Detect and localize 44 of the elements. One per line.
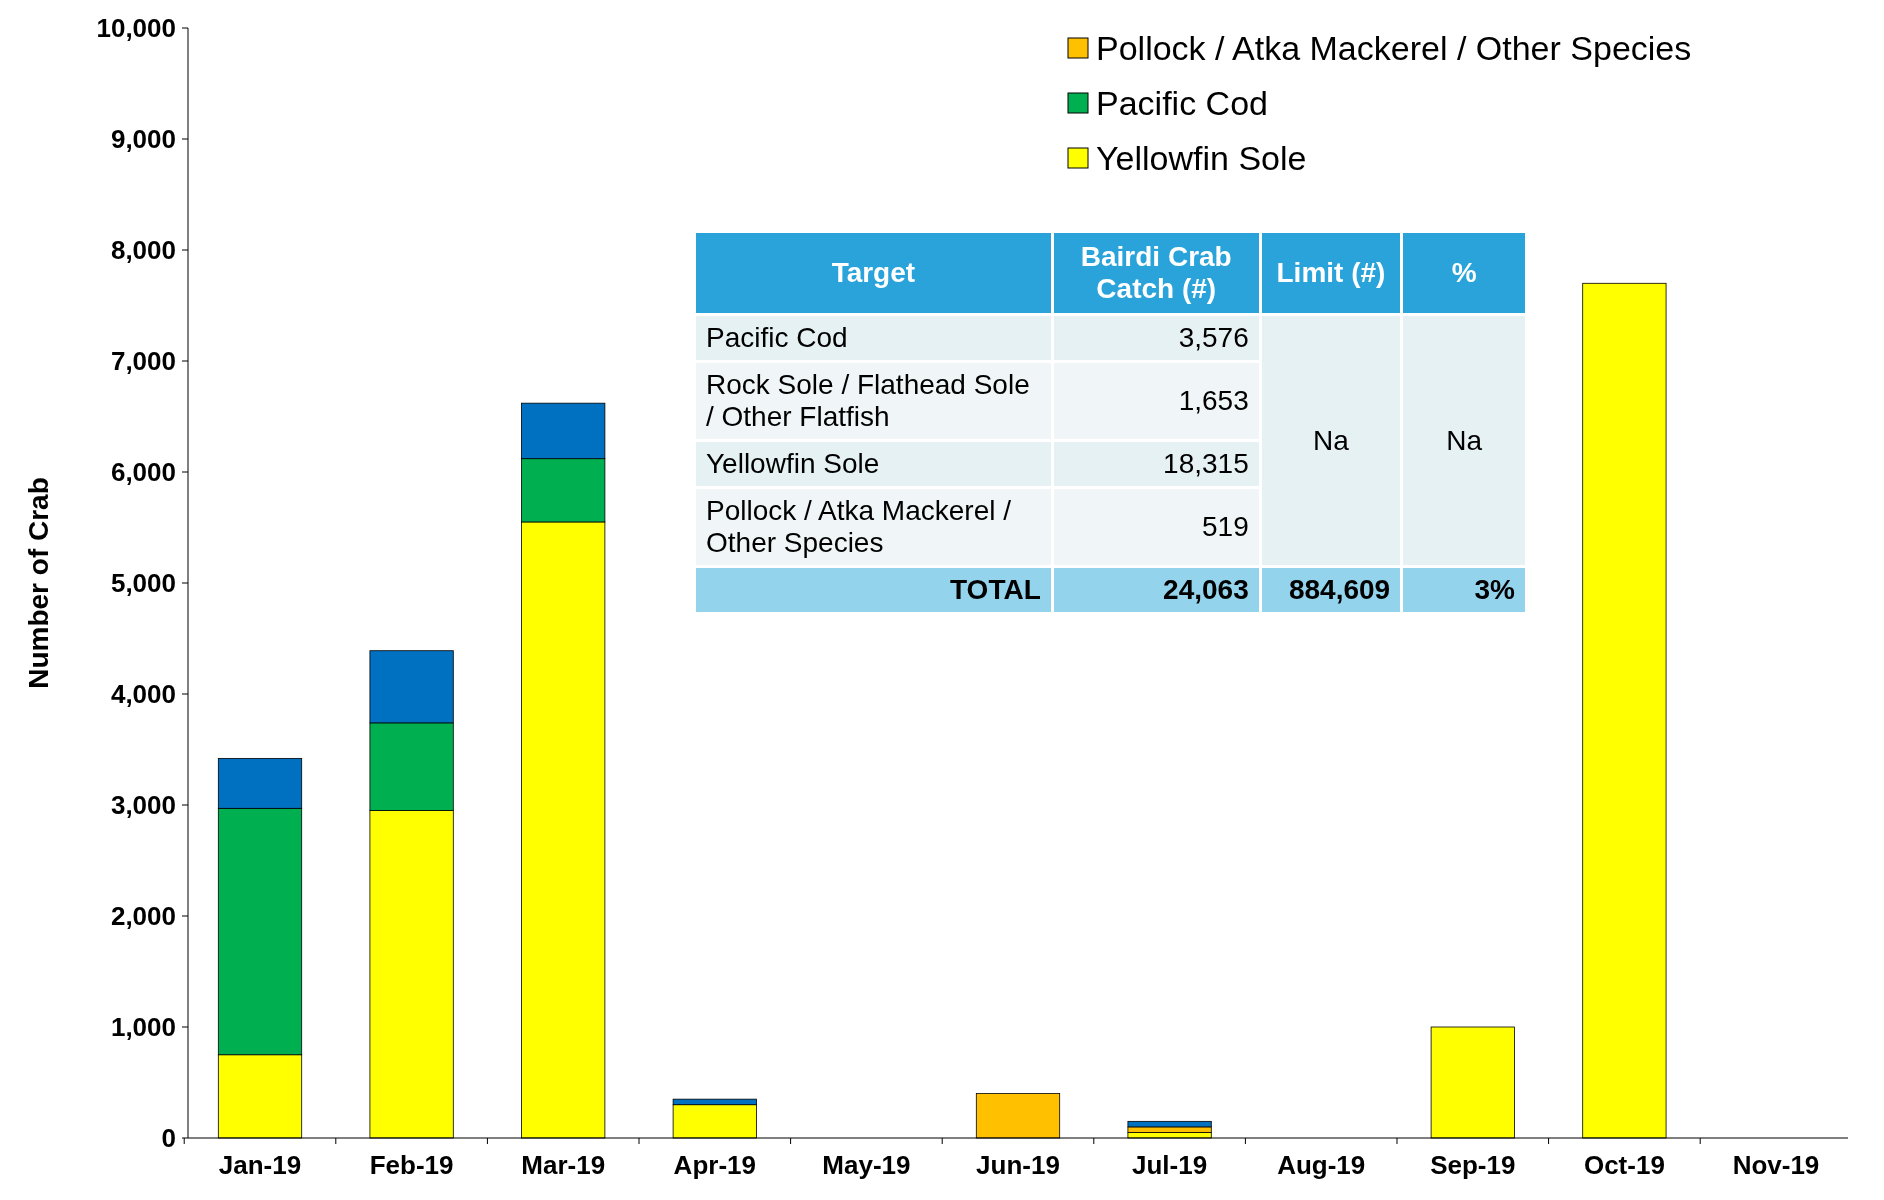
x-tick-label: Jul-19	[1132, 1150, 1208, 1180]
x-tick-label: Sep-19	[1430, 1150, 1516, 1180]
x-tick-label: Jun-19	[976, 1150, 1060, 1180]
text: 3,576	[1178, 322, 1249, 353]
text: 18,315	[1163, 448, 1249, 479]
text: 884,609	[1288, 574, 1391, 605]
text: Na	[1446, 424, 1482, 456]
x-tick-label: Feb-19	[369, 1150, 454, 1180]
text: 519	[1202, 511, 1249, 542]
category-label: TOTAL	[950, 574, 1041, 605]
x-tick-label: Oct-19	[1583, 1150, 1665, 1180]
y-tick-label: 2,000	[110, 901, 176, 932]
legend-label: Pollock / Atka Mackerel / Other Species	[1096, 28, 1692, 67]
y-tick-label: 8,000	[110, 235, 176, 266]
y-tick-label: 10,000	[96, 13, 176, 44]
x-tick-label: May-19	[822, 1150, 911, 1180]
y-tick-label: 3,000	[110, 790, 176, 821]
y-tick-label: 9,000	[110, 124, 176, 155]
category-label: Yellowfin Sole	[706, 448, 880, 479]
x-tick-label: Apr-19	[673, 1150, 756, 1180]
x-tick-label: Jan-19	[218, 1150, 302, 1180]
category-label: Rock Sole / Flathead Sole / Other Flatfish	[706, 369, 1030, 432]
x-tick-label: Aug-19	[1277, 1150, 1366, 1180]
y-tick-label: 4,000	[110, 679, 176, 710]
legend-label: Yellowfin Sole	[1096, 138, 1307, 177]
category-label: Pollock / Atka Mackerel / Other Species	[706, 495, 1012, 558]
y-tick-label: 6,000	[110, 457, 176, 488]
text: 1,653	[1178, 385, 1249, 416]
category-label: Limit (#)	[1260, 231, 1402, 315]
x-tick-label: Mar-19	[521, 1150, 606, 1180]
y-tick-label: 5,000	[110, 568, 176, 599]
y-tick-label: 0	[161, 1123, 176, 1154]
text: 24,063	[1163, 574, 1249, 605]
category-label: %	[1401, 231, 1527, 315]
y-tick-label: 7,000	[110, 346, 176, 377]
x-tick-label: Nov-19	[1732, 1150, 1820, 1180]
category-label: Pacific Cod	[706, 322, 848, 353]
legend-label: Pacific Cod	[1096, 83, 1268, 122]
category-label: Target	[694, 231, 1053, 315]
y-axis-title: Number of Crab	[23, 477, 54, 689]
category-label: Bairdi Crab Catch (#)	[1052, 231, 1261, 315]
text: 3%	[1474, 574, 1515, 605]
y-tick-label: 1,000	[110, 1012, 176, 1043]
text: Na	[1313, 424, 1349, 456]
